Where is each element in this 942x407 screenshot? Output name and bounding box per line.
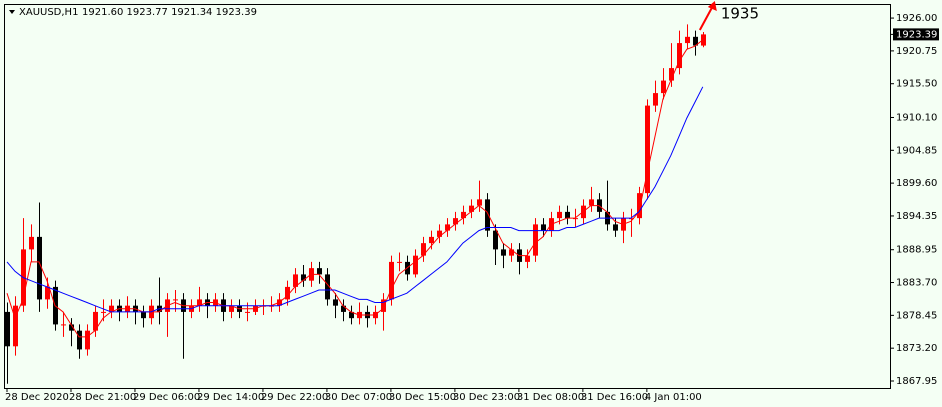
y-tick-label: 1883.70 xyxy=(896,278,937,289)
last-price-label: 1923.39 xyxy=(896,29,937,40)
plot-frame xyxy=(4,4,891,389)
candle-body xyxy=(589,199,594,206)
candle-body xyxy=(293,274,298,287)
y-tick-label: 1888.95 xyxy=(896,245,937,256)
x-tick-label: 29 Dec 22:00 xyxy=(261,392,328,403)
candle-body xyxy=(485,199,490,231)
annotation-arrow xyxy=(698,5,714,31)
ohlc-header: 1921.60 1923.77 1921.34 1923.39 xyxy=(82,7,257,18)
moving-average xyxy=(6,39,704,338)
candle-body xyxy=(381,299,386,312)
candle-body xyxy=(677,43,682,69)
candle-body xyxy=(493,230,498,250)
candle-body xyxy=(669,68,674,81)
x-tick-label: 28 Dec 2020 xyxy=(5,392,69,403)
x-tick-label: 29 Dec 14:00 xyxy=(197,392,264,403)
candle-body xyxy=(85,330,90,350)
candle-body xyxy=(197,299,202,306)
y-tick-label: 1915.50 xyxy=(896,79,937,90)
candle-body xyxy=(173,299,178,301)
x-tick-label: 31 Dec 16:00 xyxy=(581,392,648,403)
y-tick-label: 1894.35 xyxy=(896,211,937,222)
candle-body xyxy=(317,268,322,275)
candle-body xyxy=(229,305,234,312)
menu-triangle[interactable] xyxy=(9,10,15,14)
candle-body xyxy=(461,211,466,219)
candle-body xyxy=(693,36,698,46)
candle-body xyxy=(613,224,618,231)
candle-body xyxy=(429,236,434,244)
candle-body xyxy=(525,255,530,262)
annotation-arrow-head xyxy=(707,1,717,11)
candle-body xyxy=(397,261,402,263)
candle-body xyxy=(685,36,690,44)
candle-body xyxy=(61,324,66,326)
annotation: 1935 xyxy=(721,5,759,23)
moving-average xyxy=(6,86,704,313)
candle-body xyxy=(533,224,538,256)
candle-body xyxy=(5,311,10,347)
candle-body xyxy=(477,199,482,206)
candle-body xyxy=(45,286,50,300)
candle-body xyxy=(453,218,458,225)
x-tick-label: 29 Dec 06:00 xyxy=(133,392,200,403)
y-tick-label: 1910.10 xyxy=(896,112,937,123)
candle-body xyxy=(109,305,114,312)
y-tick-label: 1878.45 xyxy=(896,310,937,321)
candle-body xyxy=(645,105,650,194)
candle-body xyxy=(69,324,74,331)
y-tick-label: 1899.60 xyxy=(896,178,937,189)
y-tick-label: 1904.85 xyxy=(896,145,937,156)
candle-body xyxy=(301,274,306,281)
candle-body xyxy=(101,311,106,313)
candle-body xyxy=(93,311,98,331)
candle-body xyxy=(469,205,474,212)
candle-body xyxy=(661,80,666,94)
candle-body xyxy=(653,93,658,106)
candle-body xyxy=(29,236,34,250)
candle-body xyxy=(141,311,146,319)
candle-body xyxy=(37,236,42,300)
candle-body xyxy=(509,249,514,256)
candle-body xyxy=(437,230,442,237)
candle-body xyxy=(325,274,330,300)
x-tick-label: 30 Dec 23:00 xyxy=(453,392,520,403)
y-tick-label: 1873.20 xyxy=(896,343,937,354)
candle-body xyxy=(445,224,450,231)
candle-body xyxy=(413,255,418,275)
x-tick-label: 31 Dec 08:00 xyxy=(517,392,584,403)
candle-body xyxy=(349,311,354,319)
y-tick-label: 1867.95 xyxy=(896,376,937,387)
candle-body xyxy=(629,218,634,220)
candle-body xyxy=(389,261,394,300)
candle-body xyxy=(501,249,506,256)
y-tick-label: 1920.75 xyxy=(896,46,937,57)
candle-body xyxy=(573,218,578,220)
candle-body xyxy=(541,224,546,231)
candle-body xyxy=(565,211,570,219)
candle-body xyxy=(557,211,562,219)
candle-body xyxy=(333,299,338,306)
candle-body xyxy=(341,305,346,312)
symbol: XAUUSD,H1 xyxy=(19,7,78,18)
candle-body xyxy=(701,34,706,46)
candle-body xyxy=(13,305,18,347)
x-tick-label: 30 Dec 07:00 xyxy=(325,392,392,403)
x-tick-label: 4 Jan 01:00 xyxy=(645,392,702,403)
candle-body xyxy=(77,330,82,350)
candle-body xyxy=(285,286,290,300)
x-tick-label: 30 Dec 15:00 xyxy=(389,392,456,403)
candle-body xyxy=(245,311,250,313)
x-tick-label: 28 Dec 21:00 xyxy=(69,392,136,403)
y-tick-label: 1926.00 xyxy=(896,13,937,24)
candle-body xyxy=(637,193,642,219)
candle-body xyxy=(421,243,426,256)
last-price-box xyxy=(893,28,939,41)
